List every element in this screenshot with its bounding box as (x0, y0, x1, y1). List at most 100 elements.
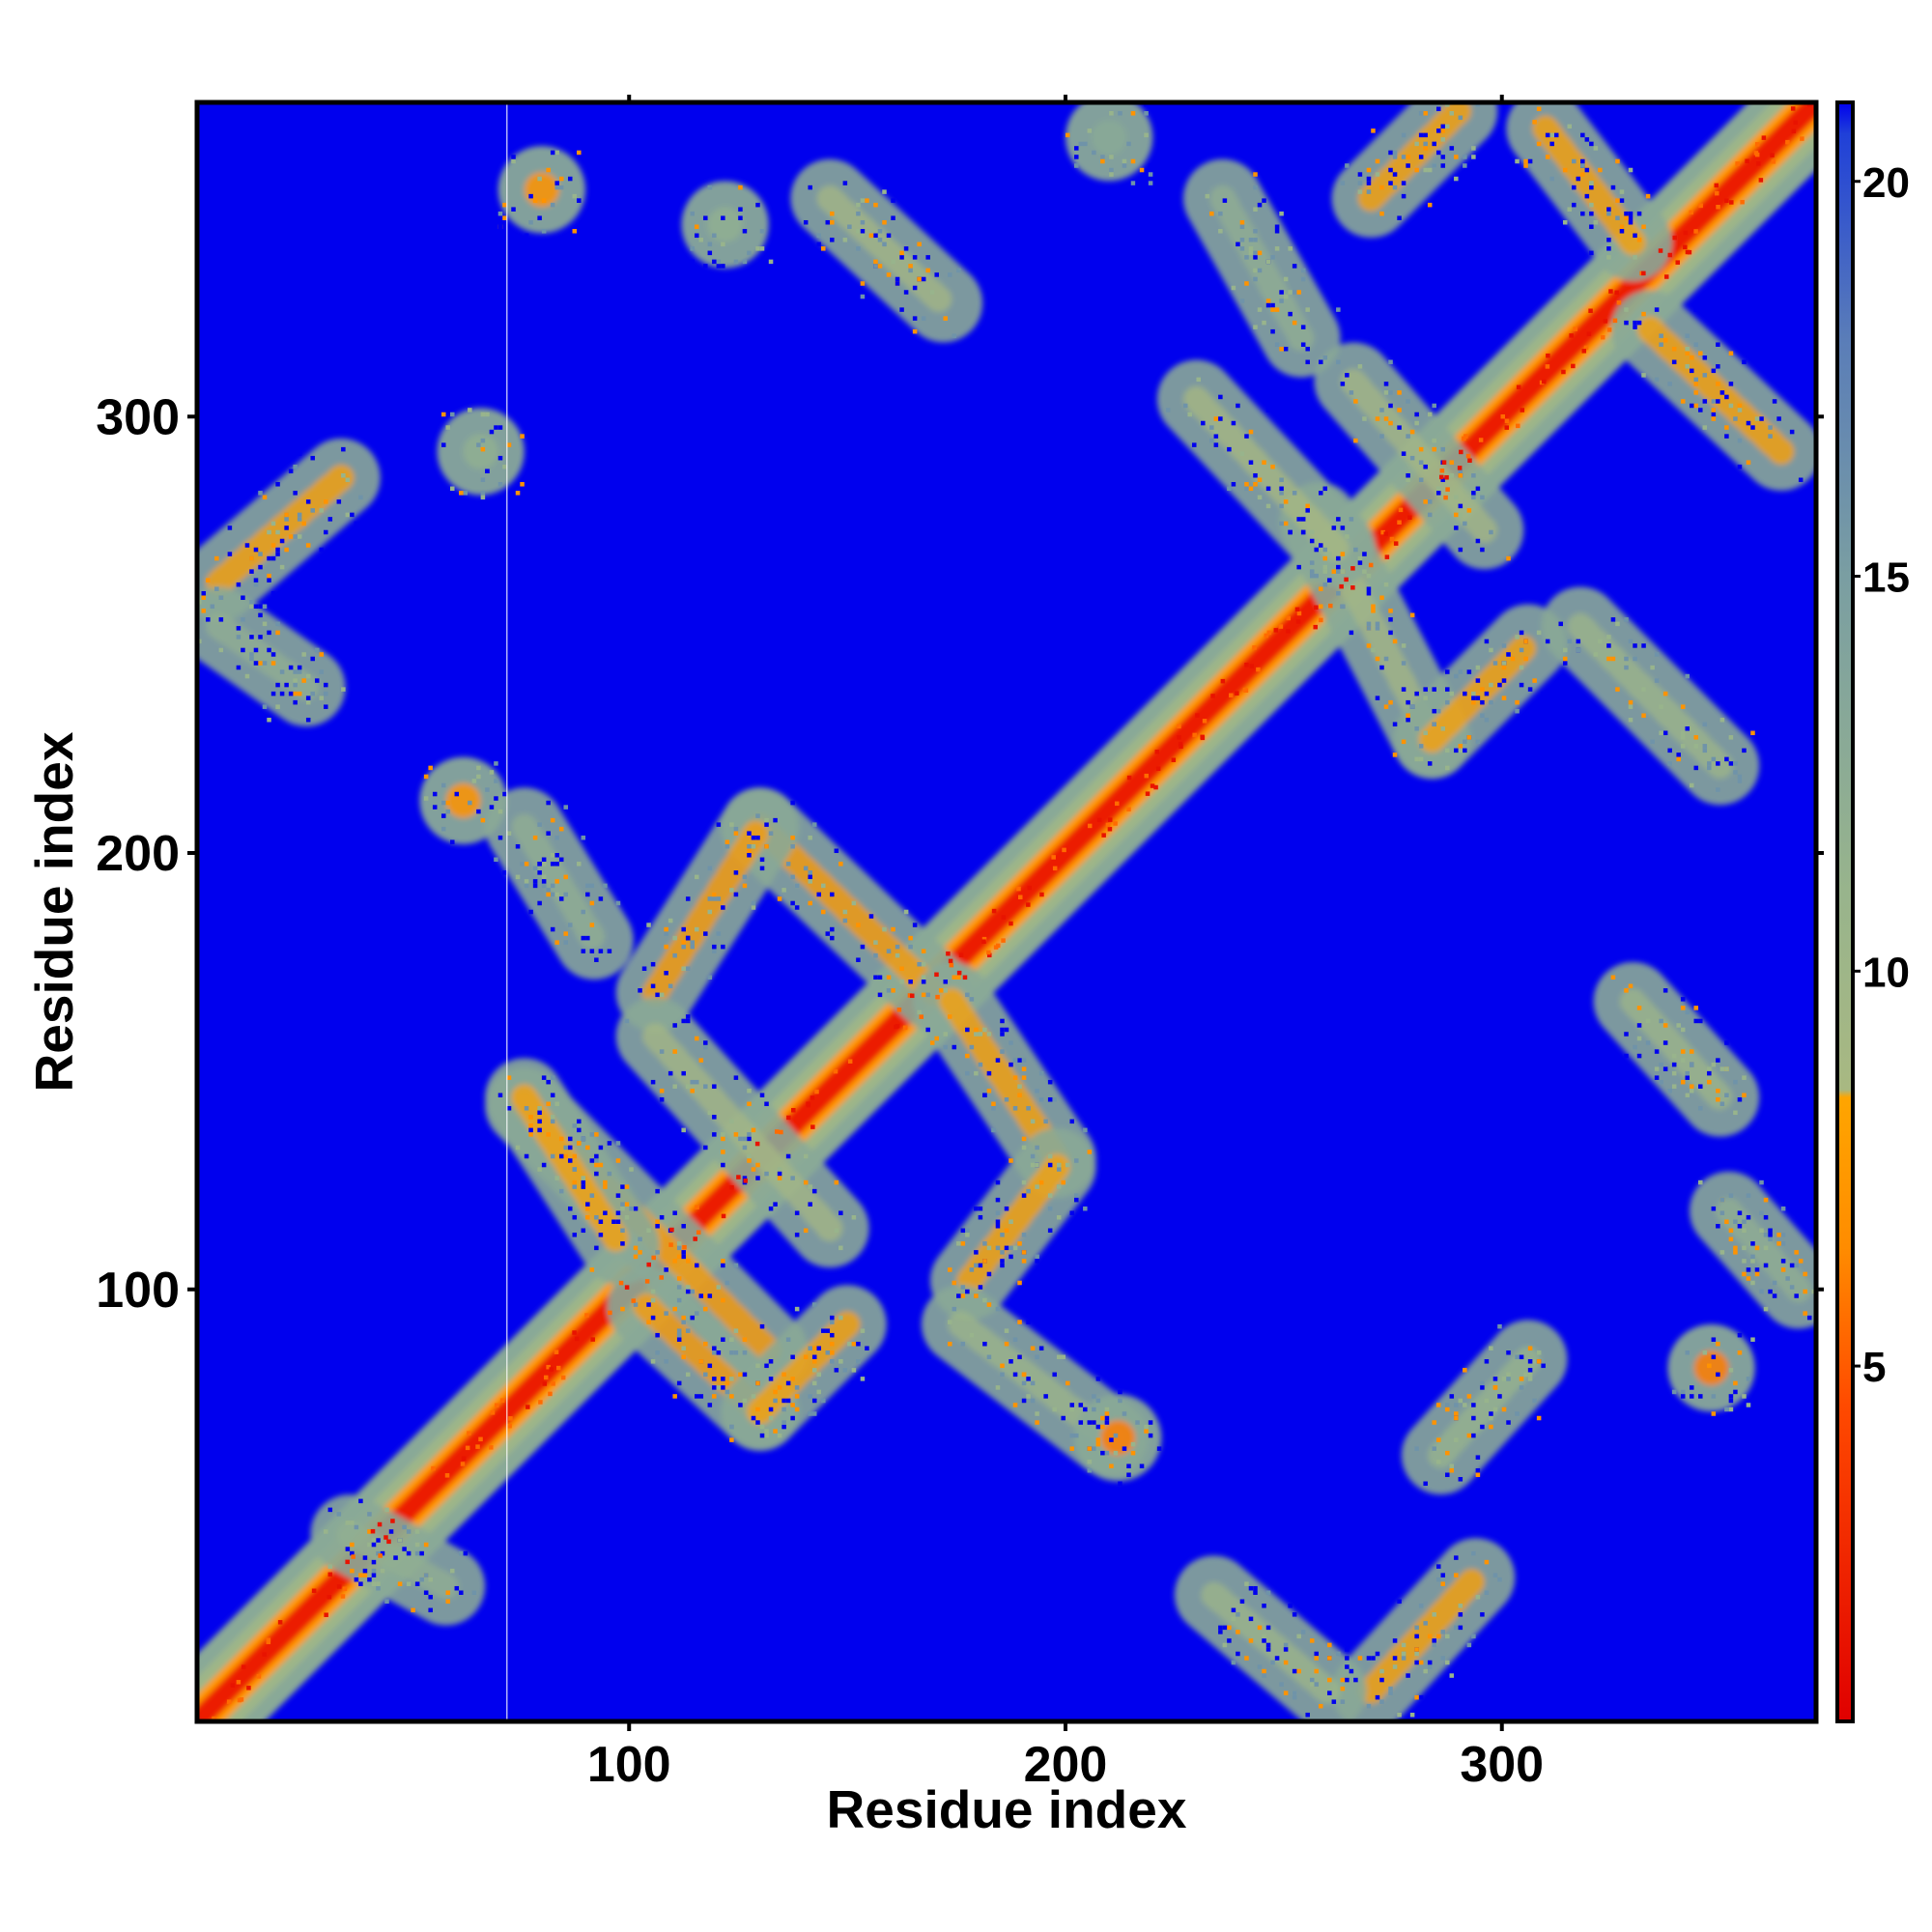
heatmap-cell (1770, 153, 1775, 157)
heatmap-cell (856, 211, 861, 216)
heatmap-cell (1463, 434, 1468, 439)
y-tick-label: 200 (96, 826, 180, 882)
heatmap-cell (541, 1162, 547, 1168)
heatmap-cell (275, 704, 280, 709)
heatmap-cell (526, 1405, 530, 1409)
heatmap-cell (1676, 1023, 1681, 1028)
heatmap-cell (1406, 399, 1410, 404)
contact-band (1156, 359, 1376, 587)
heatmap-cell (1392, 185, 1398, 190)
heatmap-cell (1340, 569, 1346, 574)
heatmap-cell (1388, 609, 1393, 613)
heatmap-cell (747, 1136, 752, 1142)
heatmap-cell (1633, 255, 1637, 260)
heatmap-cell (414, 1529, 420, 1534)
y-axis-title: Residue index (24, 731, 84, 1092)
heatmap-cell (891, 988, 895, 993)
heatmap-cell (952, 333, 957, 338)
heatmap-cell (974, 1263, 979, 1268)
heatmap-cell (777, 896, 782, 901)
heatmap-cell (1353, 438, 1358, 443)
heatmap-cell (1728, 1228, 1734, 1234)
heatmap-cell (851, 900, 857, 906)
heatmap-cell (384, 1535, 388, 1540)
heatmap-cell (641, 966, 647, 971)
heatmap-cell (1270, 1660, 1275, 1665)
heatmap-cell (546, 892, 551, 897)
heatmap-cell (624, 1184, 630, 1189)
heatmap-cell (1735, 161, 1740, 166)
heatmap-cell (1541, 379, 1547, 384)
heatmap-cell (423, 774, 429, 780)
heatmap-cell (1454, 1555, 1459, 1560)
heatmap-cell (497, 809, 503, 814)
contact-band (485, 787, 634, 980)
heatmap-cell (1300, 276, 1306, 282)
heatmap-cell (825, 219, 831, 225)
heatmap-cell (1484, 717, 1490, 723)
heatmap-cell (1435, 486, 1441, 492)
heatmap-cell (214, 586, 219, 591)
heatmap-cell (1401, 1656, 1406, 1661)
heatmap-cell (685, 1289, 691, 1294)
heatmap-cell (1004, 1228, 1009, 1234)
heatmap-cell (1567, 124, 1573, 129)
heatmap-cell (1443, 495, 1448, 500)
heatmap-cell (1253, 172, 1258, 177)
heatmap-cell (423, 1590, 429, 1595)
heatmap-cell (733, 826, 739, 832)
heatmap-cell (777, 1385, 782, 1390)
heatmap-cell (1624, 211, 1629, 216)
heatmap-cell (1746, 1276, 1751, 1281)
heatmap-cell (1541, 691, 1546, 696)
heatmap-cell (1030, 1162, 1036, 1168)
heatmap-cell (1087, 1467, 1093, 1473)
heatmap-cell (594, 1153, 599, 1159)
heatmap-cell (1606, 327, 1612, 332)
heatmap-cell (1754, 142, 1760, 147)
heatmap-cell (1388, 630, 1393, 636)
heatmap-cell (785, 862, 791, 867)
heatmap-cell (1454, 176, 1459, 182)
heatmap-cell (956, 970, 962, 976)
heatmap-cell (1746, 1214, 1751, 1220)
heatmap-cell (1195, 713, 1200, 718)
heatmap-cell (1239, 1599, 1245, 1605)
heatmap-cell (1336, 590, 1341, 596)
heatmap-cell (1454, 1625, 1459, 1631)
heatmap-cell (1441, 460, 1447, 465)
heatmap-cell (1806, 1315, 1812, 1321)
heatmap-cell (790, 835, 795, 840)
heatmap-cell (1746, 1403, 1751, 1407)
heatmap-cell (1375, 1694, 1380, 1700)
heatmap-cell (1095, 1441, 1101, 1447)
heatmap-cell (1279, 491, 1284, 496)
heatmap-cell (550, 150, 555, 156)
heatmap-cell (1379, 1677, 1384, 1683)
heatmap-cell (821, 1328, 826, 1333)
heatmap-cell (1558, 621, 1563, 627)
heatmap-cell (324, 691, 328, 696)
heatmap-cell (1388, 1686, 1393, 1691)
heatmap-cell (958, 952, 964, 957)
heatmap-cell (912, 328, 918, 334)
heatmap-cell (528, 1127, 533, 1133)
heatmap-cell (1463, 163, 1467, 168)
heatmap-cell (624, 1214, 630, 1220)
heatmap-cell (738, 1372, 743, 1378)
heatmap-cell (742, 1136, 748, 1142)
heatmap-cell (860, 294, 866, 299)
heatmap-cell (550, 1119, 555, 1124)
heatmap-cell (537, 1110, 542, 1116)
heatmap-cell (1693, 307, 1699, 312)
heatmap-cell (1519, 1385, 1524, 1390)
heatmap-cell (1270, 307, 1275, 312)
heatmap-cell (1231, 1616, 1236, 1622)
heatmap-cell (1000, 1250, 1005, 1255)
heatmap-cell (981, 936, 987, 942)
heatmap-cell (773, 817, 778, 823)
heatmap-cell (1432, 403, 1436, 409)
heatmap-cell (685, 1285, 691, 1290)
heatmap-cell (1501, 665, 1507, 670)
heatmap-cell (1427, 167, 1433, 173)
